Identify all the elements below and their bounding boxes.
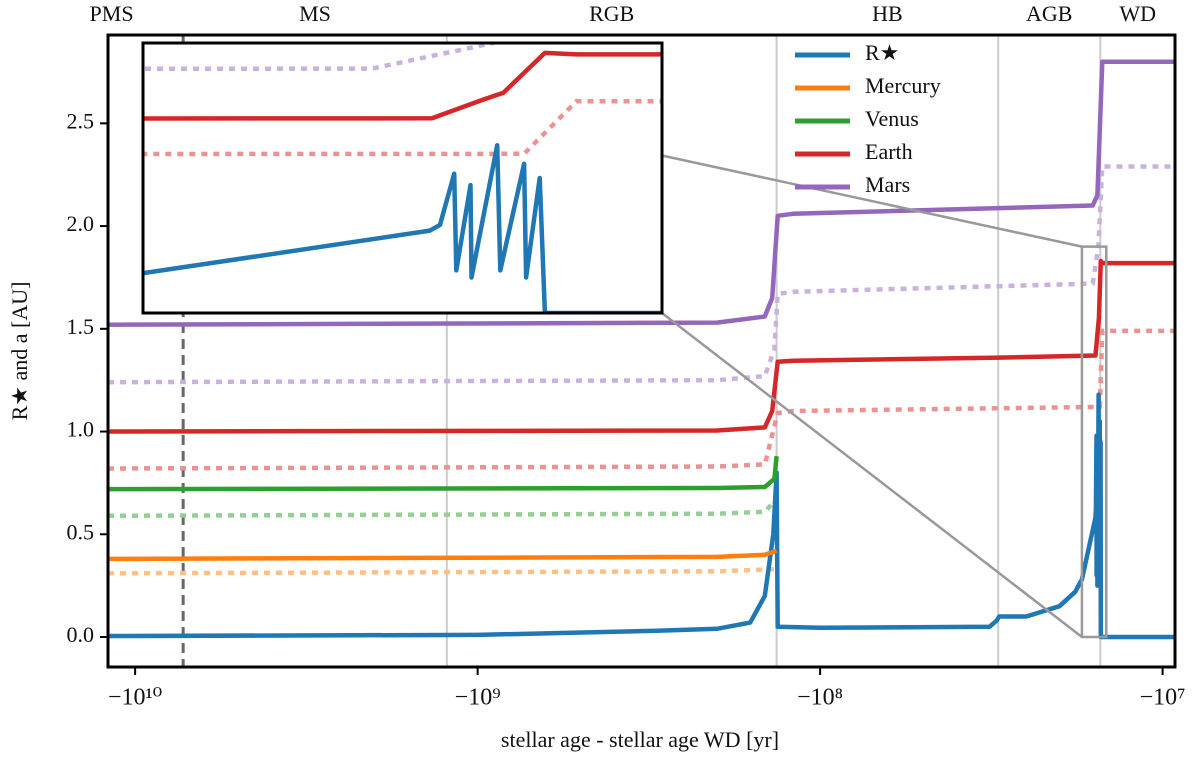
series-line xyxy=(143,143,662,313)
phase-label: MS xyxy=(299,1,331,26)
y-axis-label: R★ and a [AU] xyxy=(7,282,32,421)
dotted-line xyxy=(108,328,1175,471)
plot-area xyxy=(108,35,1175,667)
legend-label: Mars xyxy=(865,172,910,197)
dotted-line xyxy=(108,164,1175,385)
y-tick-label: 0.5 xyxy=(67,519,95,544)
phase-label: PMS xyxy=(90,1,134,26)
legend-label: Earth xyxy=(865,139,913,164)
inset-plot xyxy=(143,43,662,313)
y-tick-label: 0.0 xyxy=(67,622,95,647)
legend-label: Venus xyxy=(865,106,919,131)
x-axis-label: stellar age - stellar age WD [yr] xyxy=(501,727,779,752)
phase-label: RGB xyxy=(589,1,634,26)
phase-label: HB xyxy=(872,1,903,26)
x-tick-label: −10¹⁰ xyxy=(108,685,162,711)
series-line xyxy=(108,258,1175,434)
series-line xyxy=(108,548,778,562)
inset-frame xyxy=(141,41,664,315)
series-line xyxy=(108,59,1175,327)
zoom-box xyxy=(1080,245,1108,639)
lines xyxy=(108,59,1175,640)
legend-label: Mercury xyxy=(865,73,941,98)
axes-frame xyxy=(106,33,1177,669)
series-line xyxy=(108,455,779,492)
y-tick-label: 1.0 xyxy=(67,417,95,442)
connector xyxy=(661,312,1083,638)
series-line xyxy=(143,50,662,121)
y-tick-label: 2.5 xyxy=(67,108,95,133)
y-tick-label: 2.0 xyxy=(67,211,95,236)
x-tick-label: −10⁹ xyxy=(455,685,501,711)
x-tick-label: −10⁷ xyxy=(1140,685,1186,711)
inset-background xyxy=(143,43,662,313)
x-tick-label: −10⁸ xyxy=(797,685,843,711)
dotted-line xyxy=(108,499,777,519)
overlay: PMS MS RGB HB AGB WD −10¹⁰ −10⁹ −10⁸ −10⁷ 0.0 0.5 1.… xyxy=(67,1,1186,711)
legend-label: R★ xyxy=(865,40,899,65)
dotted-line xyxy=(143,99,662,157)
phase-label: AGB xyxy=(1026,1,1072,26)
phase-label: WD xyxy=(1119,1,1156,26)
y-tick-label: 1.5 xyxy=(67,314,95,339)
series-line xyxy=(108,392,1175,640)
dotted-line xyxy=(108,566,775,576)
